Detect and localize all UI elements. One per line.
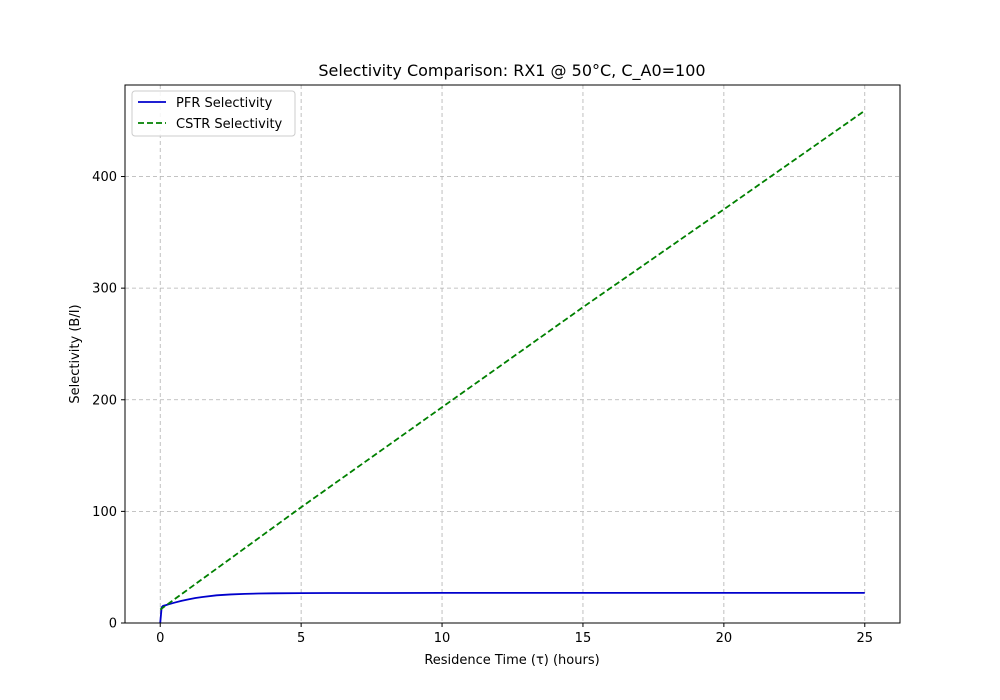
x-tick-label: 20 (716, 631, 733, 646)
series-line-cstr (159, 109, 866, 611)
y-axis-label: Selectivity (B/I) (68, 304, 83, 403)
y-tick-label: 100 (92, 505, 117, 520)
axis-ticks: 0 5 10 15 20 25 0 100 200 300 400 (92, 170, 873, 646)
x-tick-label: 0 (156, 631, 164, 646)
series-lines (159, 109, 866, 624)
legend: PFR Selectivity CSTR Selectivity (131, 90, 296, 137)
plot-frame (124, 84, 901, 624)
y-tick-label: 0 (109, 617, 117, 632)
y-tick-label: 400 (92, 170, 117, 185)
y-tick-label: 300 (92, 282, 117, 297)
y-tick-label: 200 (92, 393, 117, 408)
legend-box (131, 90, 296, 137)
series-line-pfr (159, 591, 865, 624)
x-tick-label: 10 (434, 631, 451, 646)
x-axis-label: Residence Time (τ) (hours) (424, 653, 599, 668)
x-tick-label: 15 (575, 631, 592, 646)
x-tick-label: 25 (856, 631, 873, 646)
legend-cstr-label: CSTR Selectivity (176, 117, 283, 132)
x-tick-label: 5 (297, 631, 305, 646)
chart-title: Selectivity Comparison: RX1 @ 50°C, C_A0… (318, 61, 705, 81)
grid (125, 85, 900, 624)
legend-pfr-label: PFR Selectivity (176, 96, 273, 111)
